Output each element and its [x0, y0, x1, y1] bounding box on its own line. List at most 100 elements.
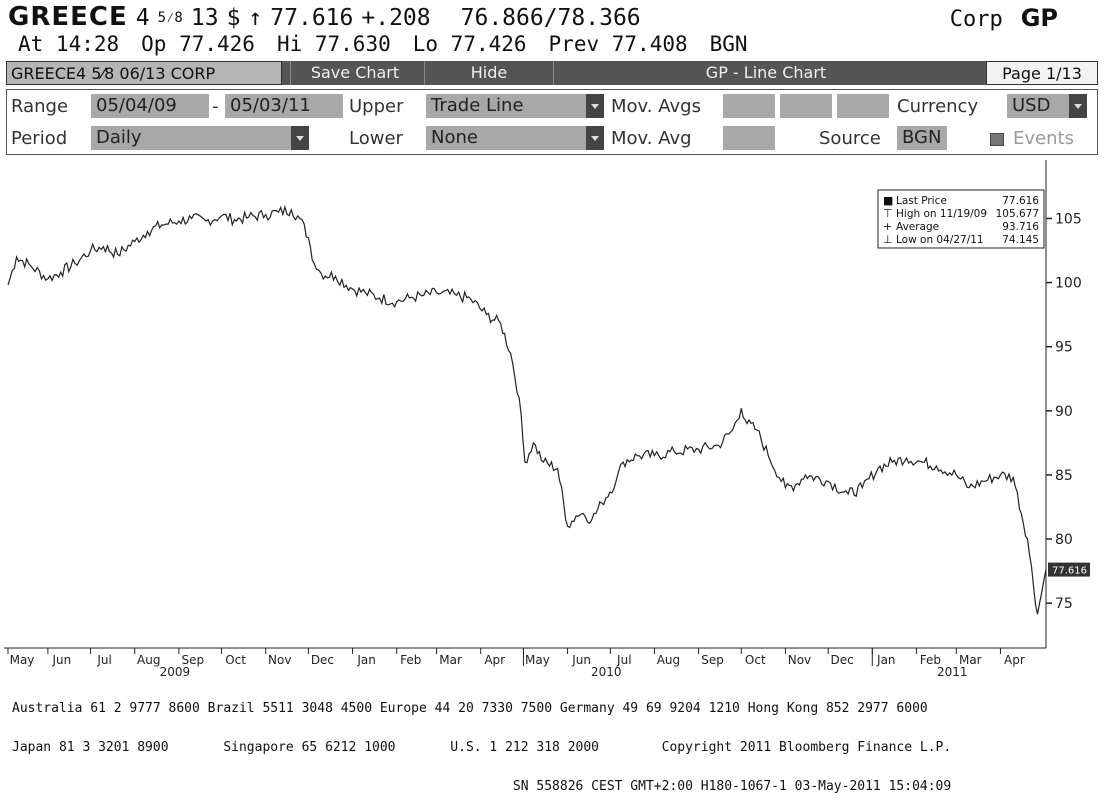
- bid-ask: 76.866/78.366: [460, 5, 641, 31]
- legend-label: Last Price: [896, 195, 947, 207]
- legend-value: 74.145: [1002, 234, 1039, 246]
- year-label: 2009: [160, 665, 191, 679]
- security-name: GREECE: [8, 2, 128, 32]
- upper-label: Upper: [349, 96, 404, 117]
- chart-title: GP - Line Chart: [705, 63, 827, 82]
- range-label: Range: [11, 96, 69, 117]
- y-tick-label: 85: [1055, 468, 1073, 484]
- market-label: Corp: [949, 7, 1003, 32]
- up-arrow-icon: ↑: [248, 5, 263, 31]
- legend-value: 93.716: [1002, 221, 1039, 233]
- events-checkbox[interactable]: [990, 133, 1004, 146]
- x-tick-label: Apr: [1004, 653, 1025, 667]
- x-tick-label: Sep: [701, 653, 724, 667]
- lower-study-select[interactable]: None: [426, 126, 604, 150]
- x-tick-label: Dec: [831, 653, 854, 667]
- open-price: Op 77.426: [141, 32, 255, 56]
- x-tick-label: Aug: [657, 653, 680, 667]
- currency-symbol: $: [226, 5, 241, 31]
- x-tick-label: Feb: [920, 653, 941, 667]
- x-tick-label: Jan: [876, 653, 896, 667]
- legend-box: [877, 189, 1045, 249]
- x-tick-label: Jun: [571, 653, 591, 667]
- currency-label: Currency: [897, 96, 979, 117]
- lower-study-value: None: [431, 127, 478, 148]
- quote-time: At 14:28: [18, 32, 120, 56]
- pricing-source: BGN: [709, 32, 748, 56]
- x-tick-label: Dec: [311, 653, 334, 667]
- year-label: 2010: [591, 665, 622, 679]
- quote-details: At 14:28 Op 77.426 Hi 77.630 Lo 77.426 Prev …: [18, 32, 770, 56]
- year-label: 2011: [937, 665, 968, 679]
- x-tick-label: Jul: [616, 653, 631, 667]
- x-tick-label: Feb: [400, 653, 421, 667]
- legend-value: 105.677: [996, 208, 1039, 220]
- bloomberg-footer: Australia 61 2 9777 8600 Brazil 5511 304…: [12, 676, 1092, 806]
- x-tick-label: Nov: [788, 653, 811, 667]
- footer-contacts-2: Japan 81 3 3201 8900 Singapore 65 6212 1…: [12, 740, 952, 755]
- chevron-down-icon[interactable]: [1069, 94, 1087, 118]
- y-tick-label: 95: [1055, 340, 1073, 356]
- high-price: Hi 77.630: [276, 32, 391, 56]
- mov-avgs-label: Mov. Avgs: [611, 96, 701, 117]
- period-value: Daily: [96, 127, 142, 148]
- coupon-whole: 4: [135, 5, 150, 31]
- legend-symbol: ■: [883, 194, 893, 207]
- net-change: +.208: [361, 5, 431, 31]
- x-tick-label: Sep: [182, 653, 205, 667]
- y-tick-label: 100: [1055, 276, 1082, 292]
- y-tick-label: 105: [1055, 211, 1082, 227]
- x-tick-label: Oct: [745, 653, 766, 667]
- mov-avg-field-1[interactable]: [723, 94, 775, 118]
- security-header: GREECE 4 5⁄8 13 $ ↑ 77.616 +.208 76.866/78.366: [8, 2, 649, 32]
- x-tick-label: Jul: [96, 653, 111, 667]
- x-tick-label: Jan: [356, 653, 376, 667]
- mov-avg-lower-field[interactable]: [723, 126, 775, 150]
- range-start-field[interactable]: 05/04/09: [91, 94, 209, 118]
- price-series-line: [7, 204, 1047, 615]
- legend-label: Average: [896, 221, 939, 233]
- page-indicator[interactable]: Page 1/13: [986, 61, 1098, 85]
- x-tick-label: May: [10, 653, 35, 667]
- x-tick-label: Aug: [137, 653, 160, 667]
- period-select[interactable]: Daily: [91, 126, 309, 150]
- prev-price: Prev 77.408: [548, 32, 688, 56]
- events-label: Events: [1013, 128, 1074, 149]
- x-tick-label: Mar: [959, 653, 982, 667]
- period-label: Period: [11, 128, 68, 149]
- range-end-field[interactable]: 05/03/11: [225, 94, 343, 118]
- line-chart-svg: 75 80 85 90 95 100 105 May Jun Jul Aug Sep Oct Nov Dec…: [4, 160, 1090, 679]
- y-tick-label: 75: [1055, 596, 1073, 612]
- mov-avg-field-2[interactable]: [780, 94, 832, 118]
- currency-select[interactable]: USD: [1007, 94, 1087, 118]
- last-price-tag-label: 77.616: [1052, 566, 1087, 577]
- low-price: Lo 77.426: [412, 32, 527, 56]
- legend-label: Low on 04/27/11: [896, 234, 984, 246]
- coupon-fraction: 5⁄8: [157, 10, 183, 26]
- x-tick-label: May: [525, 653, 550, 667]
- legend-value: 77.616: [1002, 195, 1039, 207]
- lower-label: Lower: [349, 128, 403, 149]
- x-tick-label: Apr: [484, 653, 505, 667]
- upper-study-select[interactable]: Trade Line: [426, 94, 604, 118]
- chart-settings-panel: Range 05/04/09 - 05/03/11 Upper Trade Li…: [6, 89, 1098, 155]
- upper-study-value: Trade Line: [431, 95, 524, 116]
- source-label: Source: [819, 128, 881, 149]
- footer-session-info: SN 558826 CEST GMT+2:00 H180-1067-1 03-M…: [12, 779, 952, 794]
- security-selector[interactable]: GREECE4 5⁄8 06/13 CORP: [6, 61, 282, 85]
- y-tick-label: 90: [1055, 404, 1073, 420]
- hide-button[interactable]: Hide: [424, 61, 554, 85]
- chevron-down-icon[interactable]: [291, 126, 309, 150]
- save-chart-button[interactable]: Save Chart: [290, 61, 419, 85]
- x-tick-label: Mar: [439, 653, 462, 667]
- x-tick-label: Jun: [51, 653, 71, 667]
- mov-avg-field-3[interactable]: [837, 94, 889, 118]
- price-chart: 75 80 85 90 95 100 105 May Jun Jul Aug Sep Oct Nov Dec…: [0, 160, 1104, 680]
- chart-toolbar: GREECE4 5⁄8 06/13 CORP Save Chart Hide G…: [6, 61, 1098, 85]
- maturity-year: 13: [190, 5, 219, 31]
- chevron-down-icon[interactable]: [586, 94, 604, 118]
- chevron-down-icon[interactable]: [586, 126, 604, 150]
- last-price-tag: [1048, 562, 1090, 577]
- source-field[interactable]: BGN: [897, 126, 947, 150]
- currency-value: USD: [1012, 95, 1051, 116]
